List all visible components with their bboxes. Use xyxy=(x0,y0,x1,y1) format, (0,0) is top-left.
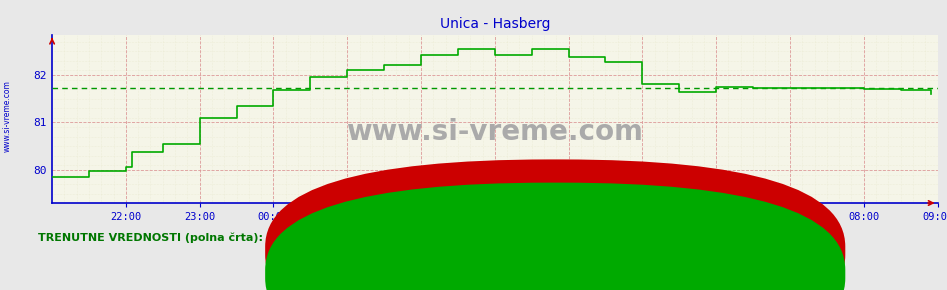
Text: TRENUTNE VREDNOSTI (polna črta):: TRENUTNE VREDNOSTI (polna črta): xyxy=(38,232,263,243)
Text: www.si-vreme.com: www.si-vreme.com xyxy=(347,118,643,146)
Text: temperatura[C]: temperatura[C] xyxy=(563,244,644,254)
Text: pretok[m3/s]: pretok[m3/s] xyxy=(563,268,631,278)
Text: www.si-vreme.com: www.si-vreme.com xyxy=(3,80,12,152)
Title: Unica - Hasberg: Unica - Hasberg xyxy=(439,17,550,31)
